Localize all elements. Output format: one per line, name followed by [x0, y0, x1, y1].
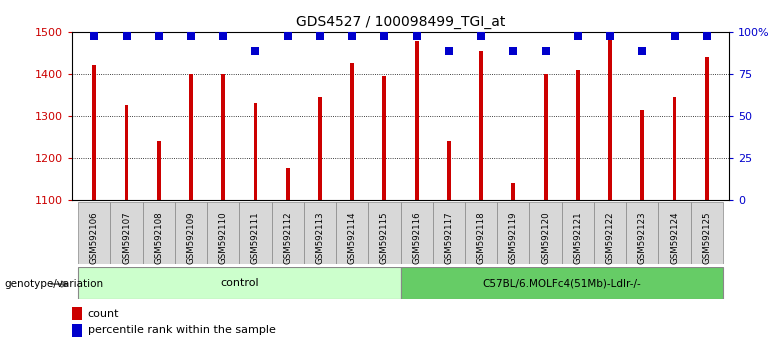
- Text: GSM592109: GSM592109: [186, 211, 196, 264]
- Point: [700, 33, 713, 39]
- Bar: [401, 267, 723, 299]
- Bar: [640, 110, 644, 200]
- Text: GSM592112: GSM592112: [283, 211, 292, 264]
- Point: [120, 33, 133, 39]
- Text: GSM592107: GSM592107: [122, 211, 131, 264]
- Text: GSM592120: GSM592120: [541, 211, 550, 264]
- Text: GSM592116: GSM592116: [412, 211, 421, 264]
- Bar: [254, 103, 257, 200]
- Point: [378, 33, 391, 39]
- Text: C57BL/6.MOLFc4(51Mb)-Ldlr-/-: C57BL/6.MOLFc4(51Mb)-Ldlr-/-: [482, 278, 641, 288]
- Bar: [285, 169, 289, 200]
- Bar: [465, 202, 497, 264]
- Bar: [336, 202, 368, 264]
- Bar: [239, 202, 271, 264]
- Bar: [401, 202, 433, 264]
- Text: GSM592114: GSM592114: [348, 211, 356, 264]
- Bar: [512, 183, 516, 200]
- Text: GSM592108: GSM592108: [154, 211, 163, 264]
- Bar: [447, 141, 451, 200]
- Bar: [530, 202, 562, 264]
- Bar: [479, 51, 483, 200]
- Text: GSM592113: GSM592113: [315, 211, 324, 264]
- Bar: [368, 202, 401, 264]
- Point: [250, 48, 262, 54]
- Point: [604, 33, 616, 39]
- Point: [282, 33, 294, 39]
- Point: [636, 48, 648, 54]
- Bar: [544, 74, 548, 200]
- Bar: [562, 202, 594, 264]
- Point: [475, 33, 488, 39]
- Point: [217, 33, 229, 39]
- Text: genotype/variation: genotype/variation: [4, 279, 103, 289]
- Bar: [382, 76, 386, 200]
- Bar: [497, 202, 530, 264]
- Point: [153, 33, 165, 39]
- Bar: [125, 105, 129, 200]
- Bar: [72, 307, 82, 320]
- Point: [668, 33, 681, 39]
- Text: GSM592123: GSM592123: [638, 211, 647, 264]
- Bar: [304, 202, 336, 264]
- Bar: [78, 267, 401, 299]
- Text: GSM592124: GSM592124: [670, 211, 679, 264]
- Bar: [658, 202, 690, 264]
- Point: [88, 33, 101, 39]
- Text: GSM592125: GSM592125: [702, 211, 711, 264]
- Text: GSM592111: GSM592111: [251, 211, 260, 264]
- Bar: [672, 97, 676, 200]
- Text: GSM592121: GSM592121: [573, 211, 583, 264]
- Bar: [690, 202, 723, 264]
- Text: GSM592115: GSM592115: [380, 211, 389, 264]
- Text: GSM592106: GSM592106: [90, 211, 99, 264]
- Bar: [433, 202, 465, 264]
- Bar: [594, 202, 626, 264]
- Text: GSM592118: GSM592118: [477, 211, 486, 264]
- Title: GDS4527 / 100098499_TGI_at: GDS4527 / 100098499_TGI_at: [296, 16, 505, 29]
- Bar: [157, 141, 161, 200]
- Bar: [318, 97, 322, 200]
- Point: [507, 48, 519, 54]
- Bar: [111, 202, 143, 264]
- Text: GSM592122: GSM592122: [605, 211, 615, 264]
- Text: GSM592119: GSM592119: [509, 211, 518, 264]
- Bar: [705, 57, 709, 200]
- Point: [314, 33, 326, 39]
- Bar: [72, 324, 82, 337]
- Bar: [143, 202, 175, 264]
- Text: GSM592117: GSM592117: [445, 211, 453, 264]
- Bar: [92, 65, 96, 200]
- Bar: [175, 202, 207, 264]
- Text: GSM592110: GSM592110: [218, 211, 228, 264]
- Bar: [222, 74, 225, 200]
- Bar: [207, 202, 239, 264]
- Text: control: control: [220, 278, 259, 288]
- Point: [185, 33, 197, 39]
- Bar: [271, 202, 304, 264]
- Point: [539, 48, 551, 54]
- Point: [442, 48, 455, 54]
- Bar: [415, 41, 419, 200]
- Bar: [608, 35, 612, 200]
- Point: [410, 33, 423, 39]
- Point: [572, 33, 584, 39]
- Point: [346, 33, 359, 39]
- Bar: [78, 202, 111, 264]
- Text: count: count: [87, 309, 119, 319]
- Bar: [576, 70, 580, 200]
- Text: percentile rank within the sample: percentile rank within the sample: [87, 325, 275, 335]
- Bar: [350, 63, 354, 200]
- Bar: [626, 202, 658, 264]
- Bar: [189, 74, 193, 200]
